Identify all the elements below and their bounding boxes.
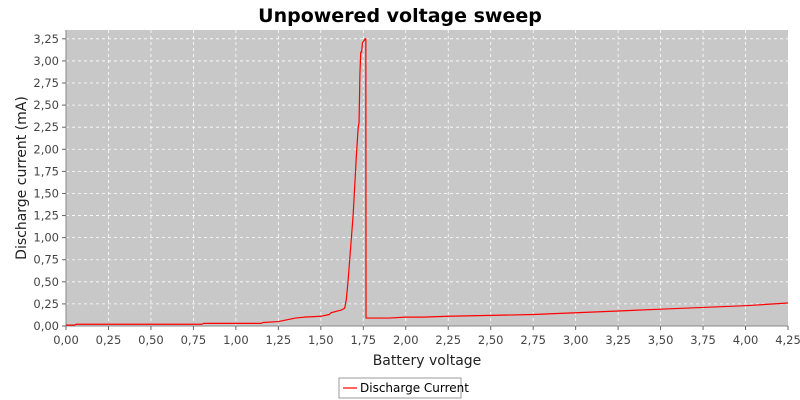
legend-box xyxy=(338,377,462,399)
y-tick-label: 0,50 xyxy=(33,275,59,289)
x-tick-label: 2,50 xyxy=(478,333,504,347)
y-tick-label: 1,75 xyxy=(33,164,59,178)
series-line xyxy=(66,38,789,326)
x-tick-label: 1,25 xyxy=(266,333,292,347)
y-tick-label: 3,25 xyxy=(33,32,59,46)
y-tick-label: 2,50 xyxy=(33,98,59,112)
y-axis-ticks: 0,00 0,25 0,50 0,75 1,00 1,25 1,50 1,75 2,00 2,25… xyxy=(33,32,66,333)
y-tick-label: 2,75 xyxy=(33,76,59,90)
y-tick-label: 1,50 xyxy=(33,186,59,200)
x-tick-label: 1,50 xyxy=(308,333,334,347)
x-tick-label: 3,75 xyxy=(690,333,716,347)
x-tick-label: 0,00 xyxy=(53,333,79,347)
x-tick-label: 0,25 xyxy=(96,333,122,347)
y-tick-label: 0,25 xyxy=(33,297,59,311)
x-tick-label: 2,00 xyxy=(393,333,419,347)
x-axis-label: Battery voltage xyxy=(373,353,482,369)
y-tick-label: 3,00 xyxy=(33,54,59,68)
series-layer xyxy=(66,38,789,326)
x-tick-label: 3,00 xyxy=(563,333,589,347)
y-tick-label: 1,25 xyxy=(33,209,59,223)
x-tick-label: 0,50 xyxy=(138,333,164,347)
y-tick-label: 2,00 xyxy=(33,142,59,156)
plot-area xyxy=(66,30,788,326)
y-axis-label: Discharge current (mA) xyxy=(14,96,30,260)
x-axis-ticks: 0,00 0,25 0,50 0,75 1,00 1,25 1,50 1,75 2,00 2,25… xyxy=(53,326,800,347)
x-tick-label: 4,25 xyxy=(775,333,800,347)
legend: Discharge Current xyxy=(338,377,469,399)
chart-title: Unpowered voltage sweep xyxy=(258,5,542,27)
x-tick-label: 3,25 xyxy=(605,333,631,347)
grid-lines xyxy=(66,30,788,326)
x-tick-label: 2,25 xyxy=(435,333,461,347)
x-tick-label: 2,75 xyxy=(520,333,546,347)
y-tick-label: 0,00 xyxy=(33,319,59,333)
axes xyxy=(65,30,788,327)
y-tick-label: 0,75 xyxy=(33,253,59,267)
y-tick-label: 2,25 xyxy=(33,120,59,134)
x-tick-label: 1,00 xyxy=(223,333,249,347)
x-tick-label: 1,75 xyxy=(350,333,376,347)
x-tick-label: 0,75 xyxy=(181,333,207,347)
y-tick-label: 1,00 xyxy=(33,231,59,245)
x-tick-label: 3,50 xyxy=(648,333,674,347)
legend-label: Discharge Current xyxy=(360,381,469,395)
x-tick-label: 4,00 xyxy=(733,333,759,347)
